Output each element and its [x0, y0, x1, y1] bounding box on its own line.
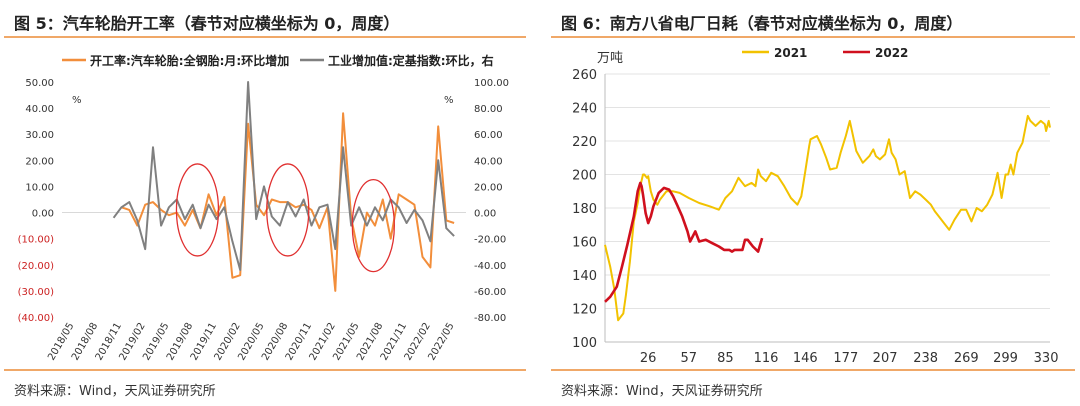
title-divider — [551, 36, 1075, 38]
figure-5-title: 图 5：汽车轮胎开工率（春节对应横坐标为 0，周度） — [14, 14, 400, 33]
y-left-tick-label: 40.00 — [25, 104, 54, 115]
x-tick-label: 146 — [793, 351, 818, 366]
tire-operating-rate-chart: 50.00 40.00 30.00 20.00 10.00 0.00 (10.00) (20.… — [18, 53, 509, 362]
y-tick-label: 240 — [572, 102, 597, 117]
figure-6-title: 图 6：南方八省电厂日耗（春节对应横坐标为 0，周度） — [561, 14, 963, 33]
y-left-tick-label: 30.00 — [25, 130, 54, 141]
x-tick-label: 26 — [640, 351, 657, 366]
x-tick-label: 177 — [833, 351, 858, 366]
series-2021-line — [604, 114, 1051, 322]
highlight-ellipse — [351, 178, 395, 273]
series-2022-line — [604, 181, 764, 303]
y-right-tick-label: -20.00 — [474, 235, 506, 246]
y-left-tick-label: 20.00 — [25, 156, 54, 167]
legend-label: 开工率:汽车轮胎:全钢胎:月:环比增加 — [90, 53, 289, 68]
y-right-tick-label: 0.00 — [474, 209, 496, 220]
industrial-value-series-line — [112, 81, 455, 271]
y-right-tick-label: 100.00 — [474, 78, 509, 89]
power-plant-consumption-chart: 260 240 220 200 180 160 140 120 100 万吨 26 57 85 116 14… — [572, 46, 1059, 366]
figure-6-panel: 图 6：南方八省电厂日耗（春节对应横坐标为 0，周度） 260 240 220 200… — [547, 0, 1080, 406]
y-right-tick-label: 80.00 — [474, 104, 503, 115]
y-right-tick-label: -40.00 — [474, 261, 506, 272]
y-left-tick-label: 50.00 — [25, 78, 54, 89]
y-tick-label: 100 — [572, 336, 597, 351]
x-tick-label: 238 — [913, 351, 938, 366]
legend-label: 工业增加值:定基指数:环比，右 — [328, 53, 494, 68]
figure-5-source: 资料来源：Wind，天风证券研究所 — [14, 384, 216, 399]
x-tick-label: 85 — [717, 351, 734, 366]
y-left-tick-label: 10.00 — [25, 182, 54, 193]
y-left-tick-label: (30.00) — [18, 287, 55, 298]
legend-label: 2021 — [774, 46, 807, 60]
y-right-unit: % — [444, 95, 454, 106]
x-tick-label: 57 — [680, 351, 697, 366]
y-tick-label: 140 — [572, 269, 597, 284]
y-left-tick-label: (40.00) — [18, 313, 55, 324]
y-tick-label: 160 — [572, 236, 597, 251]
title-divider — [4, 36, 526, 38]
y-right-tick-label: 20.00 — [474, 182, 503, 193]
y-tick-label: 200 — [572, 169, 597, 184]
highlight-ellipse — [266, 163, 310, 257]
y-right-tick-label: -60.00 — [474, 287, 506, 298]
y-tick-label: 260 — [572, 68, 597, 83]
y-left-unit: % — [72, 95, 82, 106]
y-right-tick-label: 40.00 — [474, 156, 503, 167]
y-tick-label: 180 — [572, 202, 597, 217]
y-tick-label: 120 — [572, 303, 597, 318]
y-tick-label: 220 — [572, 135, 597, 150]
x-tick-label: 116 — [754, 351, 779, 366]
x-tick-label: 269 — [954, 351, 979, 366]
y-left-tick-label: 0.00 — [32, 209, 54, 220]
y-unit: 万吨 — [597, 51, 623, 66]
x-tick-label: 299 — [993, 351, 1018, 366]
figure-6-source: 资料来源：Wind，天风证券研究所 — [561, 384, 763, 399]
legend-label: 2022 — [875, 46, 908, 60]
source-divider — [4, 369, 526, 371]
x-tick-label: 330 — [1034, 351, 1059, 366]
y-left-tick-label: (20.00) — [18, 261, 55, 272]
source-divider — [551, 369, 1075, 371]
highlight-ellipse — [175, 163, 220, 257]
figure-5-panel: 图 5：汽车轮胎开工率（春节对应横坐标为 0，周度） 50.00 40.00 30.… — [0, 0, 530, 406]
y-right-tick-label: -80.00 — [474, 313, 506, 324]
y-left-tick-label: (10.00) — [18, 235, 55, 246]
x-tick-label: 207 — [873, 351, 898, 366]
y-right-tick-label: 60.00 — [474, 130, 503, 141]
